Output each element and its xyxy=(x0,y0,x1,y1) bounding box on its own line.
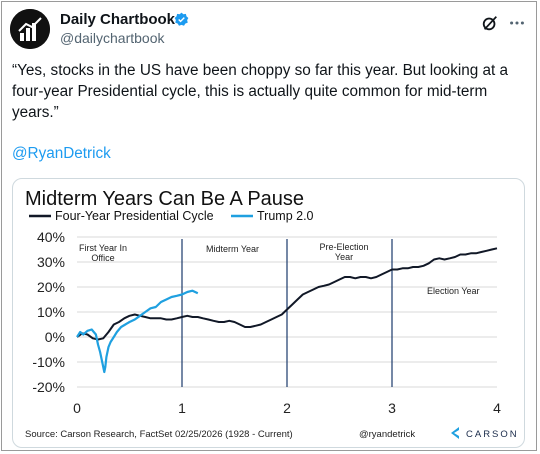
y-tick-label: -20% xyxy=(32,379,65,395)
verified-badge-icon xyxy=(174,12,189,26)
annotation-pre-election-line1: Pre-Election xyxy=(319,242,368,252)
line-chart: Midterm Years Can Be A Pause Four-Year P… xyxy=(25,188,519,440)
x-tick-label: 0 xyxy=(73,400,81,416)
y-tick-label: 20% xyxy=(37,279,65,295)
x-tick-label: 3 xyxy=(388,400,396,416)
avatar[interactable] xyxy=(10,9,50,49)
y-tick-label: 30% xyxy=(37,254,65,270)
annotation-pre-election-line2: Year xyxy=(335,252,353,262)
annotation-midterm: Midterm Year xyxy=(206,244,259,254)
grok-icon[interactable] xyxy=(481,14,499,32)
x-tick-label: 1 xyxy=(178,400,186,416)
chart-source: Source: Carson Research, FactSet 02/25/2… xyxy=(25,429,293,440)
series-line-cycle xyxy=(76,247,498,341)
x-axis-ticks: 0 1 2 3 4 xyxy=(73,400,501,416)
more-dots-icon[interactable] xyxy=(508,14,526,32)
annotation-first-year-line1: First Year In xyxy=(79,243,127,253)
chart-card[interactable]: Midterm Years Can Be A Pause Four-Year P… xyxy=(12,178,525,448)
carson-logo: CARSON xyxy=(451,427,519,440)
year-dividers xyxy=(181,239,393,387)
legend-label-cycle: Four-Year Presidential Cycle xyxy=(55,209,214,223)
legend-label-trump: Trump 2.0 xyxy=(257,209,314,223)
account-handle[interactable]: @dailychartbook xyxy=(60,30,165,46)
annotation-first-year-line2: Office xyxy=(91,253,114,263)
carson-logo-text: CARSON xyxy=(466,429,519,440)
series-line-trump xyxy=(76,289,199,374)
chart-credit: @ryandetrick xyxy=(359,429,415,440)
y-axis-ticks: 40% 30% 20% 10% 0% -10% -20% xyxy=(32,229,65,395)
chart-title: Midterm Years Can Be A Pause xyxy=(25,188,304,210)
y-tick-label: -10% xyxy=(32,354,65,370)
y-tick-label: 40% xyxy=(37,229,65,245)
mention-link[interactable]: @RyanDetrick xyxy=(12,145,111,162)
y-tick-label: 10% xyxy=(37,304,65,320)
annotation-election: Election Year xyxy=(427,286,480,296)
display-name[interactable]: Daily Chartbook xyxy=(60,11,176,28)
tweet-text: “Yes, stocks in the US have been choppy … xyxy=(12,62,509,121)
carson-logo-icon xyxy=(451,427,459,439)
x-tick-label: 4 xyxy=(493,400,501,416)
x-tick-label: 2 xyxy=(283,400,291,416)
bar-chart-avatar-icon xyxy=(10,9,50,49)
y-tick-label: 0% xyxy=(45,329,65,345)
